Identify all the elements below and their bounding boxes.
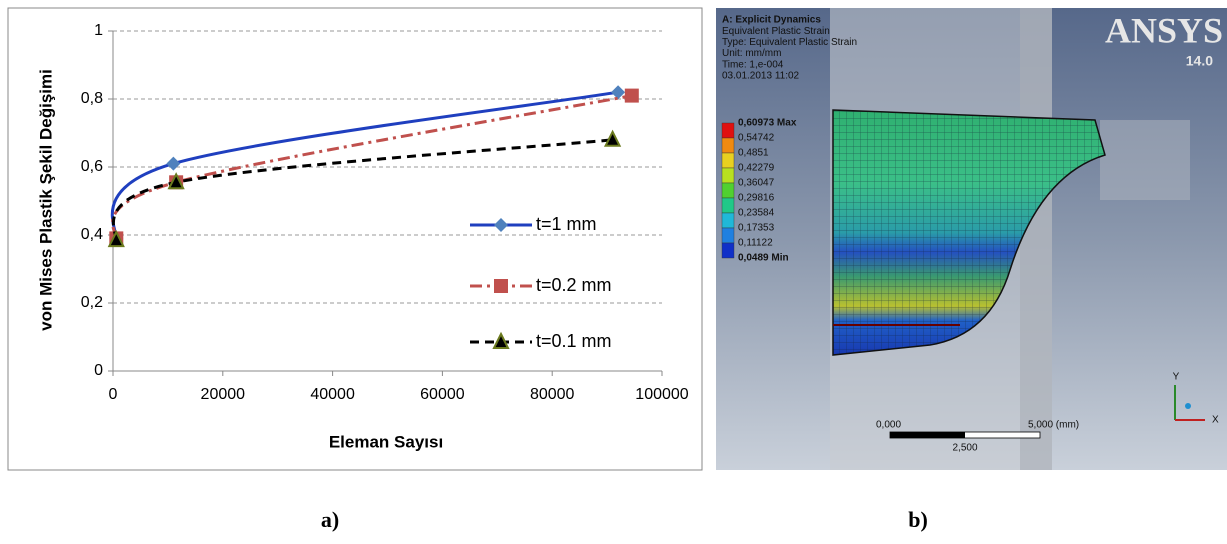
x-tick-label: 20000 [201,386,246,403]
sim-header: Type: Equivalent Plastic Strain [722,37,857,48]
colorbar-swatch [722,123,734,138]
colorbar-label: 0,23584 [738,208,775,219]
panel-label: a) [321,507,339,532]
y-tick-label: 0 [94,362,103,379]
scale-label: 0,000 [876,420,901,431]
version: 14.0 [1186,53,1213,69]
legend-label: t=0.2 mm [536,275,612,295]
sim-header: Unit: mm/mm [722,48,781,59]
x-tick-label: 80000 [530,386,575,403]
axis-label: Y [1173,372,1180,383]
sim-header: A: Explicit Dynamics [722,15,821,26]
colorbar-swatch [722,228,734,243]
legend-marker [494,279,508,293]
colorbar-label: 0,4851 [738,148,769,159]
colorbar-label: 0,42279 [738,163,775,174]
x-tick-label: 40000 [310,386,355,403]
axis-label: X [1212,415,1219,426]
y-tick-label: 0,4 [81,226,103,243]
colorbar-label: 0,36047 [738,178,775,189]
y-tick-label: 1 [94,22,103,39]
scale-label: 5,000 (mm) [1028,420,1079,431]
colorbar-label: 0,11122 [738,238,773,249]
colorbar-swatch [722,138,734,153]
x-axis-title: Eleman Sayısı [329,432,443,451]
x-tick-label: 0 [109,386,118,403]
colorbar-swatch [722,213,734,228]
colorbar-swatch [722,198,734,213]
colorbar-label: 0,0489 Min [738,253,789,264]
colorbar-swatch [722,153,734,168]
panel-label: b) [908,507,928,532]
y-tick-label: 0,6 [81,158,103,175]
scale-label: 2,500 [952,443,977,454]
figure: von Mises Plastik Şekil Değişimi Eleman … [0,0,1227,544]
legend-label: t=1 mm [536,214,597,234]
colorbar-label: 0,29816 [738,193,775,204]
y-axis-title: von Mises Plastik Şekil Değişimi [36,69,55,331]
y-tick-label: 0,2 [81,294,103,311]
logo: ANSYS [1105,10,1223,50]
x-tick-label: 100000 [635,386,688,403]
sim-header: Time: 1,e-004 [722,59,784,70]
colorbar-swatch [722,183,734,198]
colorbar-label: 0,60973 Max [738,118,797,129]
colorbar-swatch [722,243,734,258]
colorbar-swatch [722,168,734,183]
y-tick-label: 0,8 [81,90,103,107]
colorbar-label: 0,54742 [738,133,775,144]
sim-header: 03.01.2013 11:02 [722,71,800,82]
colorbar-label: 0,17353 [738,223,775,234]
sim-header: Equivalent Plastic Strain [722,26,830,37]
marker [625,89,639,103]
x-tick-label: 60000 [420,386,465,403]
legend-label: t=0.1 mm [536,331,612,351]
